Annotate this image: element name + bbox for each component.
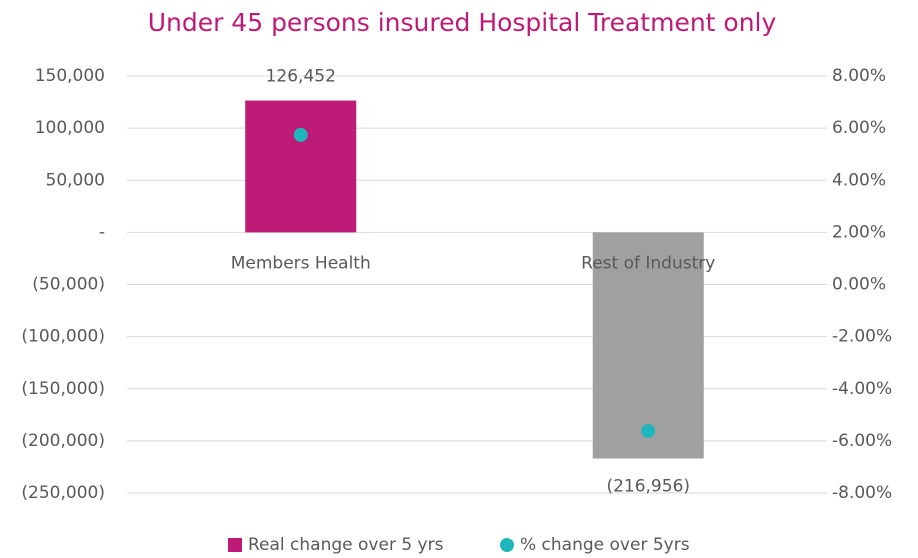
y2-tick-label: -4.00% bbox=[832, 379, 892, 399]
y2-tick-label: -8.00% bbox=[832, 483, 892, 503]
y-tick-label: 150,000 bbox=[35, 66, 105, 86]
y2-tick-label: 4.00% bbox=[832, 170, 886, 190]
y-tick-label: (250,000) bbox=[21, 483, 105, 503]
legend-label: % change over 5yrs bbox=[520, 535, 690, 555]
x-tick-label: Rest of Industry bbox=[581, 253, 715, 273]
point bbox=[293, 127, 308, 142]
data-label: 126,452 bbox=[266, 67, 336, 87]
y2-tick-label: 6.00% bbox=[832, 118, 886, 138]
y2-tick-label: 8.00% bbox=[832, 66, 886, 86]
legend-label: Real change over 5 yrs bbox=[248, 535, 444, 555]
data-label: (216,956) bbox=[606, 477, 690, 497]
y2-tick-label: 0.00% bbox=[832, 275, 886, 295]
bar bbox=[592, 232, 704, 459]
y-tick-label: 100,000 bbox=[35, 118, 105, 138]
y-tick-label: (50,000) bbox=[32, 275, 105, 295]
y-tick-label: - bbox=[99, 222, 105, 242]
y-tick-label: (100,000) bbox=[21, 327, 105, 347]
legend-swatch bbox=[228, 538, 242, 552]
y-tick-label: (200,000) bbox=[21, 431, 105, 451]
y2-tick-label: -6.00% bbox=[832, 431, 892, 451]
y2-tick-label: 2.00% bbox=[832, 222, 886, 242]
x-tick-label: Members Health bbox=[231, 253, 371, 273]
y-tick-label: 50,000 bbox=[46, 170, 105, 190]
chart-title: Under 45 persons insured Hospital Treatm… bbox=[148, 8, 777, 37]
bar bbox=[245, 100, 357, 233]
point bbox=[641, 423, 656, 438]
legend-swatch bbox=[500, 538, 514, 552]
y-tick-label: (150,000) bbox=[21, 379, 105, 399]
y2-tick-label: -2.00% bbox=[832, 327, 892, 347]
